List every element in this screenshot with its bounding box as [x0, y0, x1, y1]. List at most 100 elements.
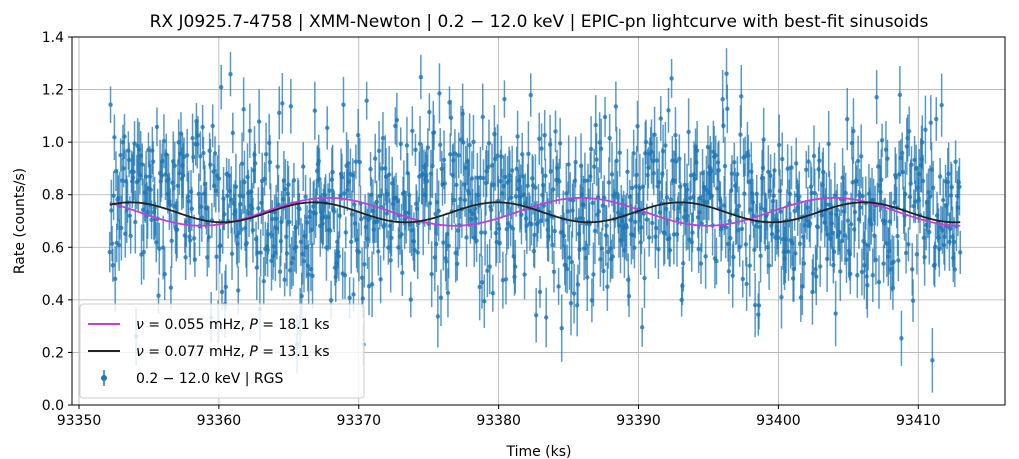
data-point: [544, 287, 549, 348]
data-point: [486, 119, 492, 167]
data-point: [451, 176, 457, 224]
data-point: [341, 76, 346, 133]
data-point: [229, 227, 235, 280]
data-point: [865, 252, 870, 318]
data-point: [903, 232, 909, 274]
data-point: [732, 142, 737, 182]
data-point: [646, 218, 652, 257]
data-point: [666, 87, 671, 133]
data-point: [617, 128, 622, 177]
data-point: [657, 151, 662, 213]
data-point: [703, 223, 708, 289]
data-point: [739, 65, 744, 128]
data-point: [520, 132, 525, 176]
data-point: [438, 269, 444, 327]
data-point: [132, 121, 137, 166]
data-point: [191, 141, 196, 173]
data-point: [339, 153, 345, 201]
legend-marker-data: [101, 370, 107, 386]
data-point: [953, 140, 958, 183]
data-point: [631, 129, 636, 177]
y-tick-label: 0.8: [42, 188, 64, 204]
data-point: [328, 211, 333, 250]
data-point: [412, 228, 417, 273]
data-point: [448, 133, 453, 176]
data-point: [122, 114, 127, 160]
data-point: [291, 162, 297, 198]
x-axis-label: Time (ks): [505, 444, 571, 459]
data-point: [626, 275, 632, 318]
data-point: [206, 206, 212, 268]
data-point: [107, 231, 112, 273]
data-point: [844, 236, 849, 283]
data-point: [445, 268, 451, 318]
data-point: [362, 241, 367, 288]
data-point: [698, 242, 704, 285]
data-point: [497, 223, 502, 264]
data-point: [738, 105, 743, 164]
sinusoid-curves: [109, 196, 961, 227]
data-point: [776, 114, 782, 176]
data-point: [430, 133, 435, 199]
data-point: [513, 239, 518, 294]
data-point: [920, 154, 926, 208]
data-point: [191, 214, 197, 262]
data-point: [667, 233, 673, 267]
data-point: [312, 81, 318, 140]
data-point: [805, 186, 810, 229]
data-point: [743, 222, 749, 267]
data-point: [492, 127, 498, 191]
data-point: [895, 216, 900, 257]
data-point: [133, 190, 138, 254]
data-point: [519, 184, 524, 245]
data-point: [557, 117, 563, 169]
data-point: [870, 248, 875, 303]
data-points: [107, 48, 963, 393]
data-point: [855, 135, 861, 187]
data-point: [336, 231, 342, 281]
data-point: [758, 229, 763, 283]
data-point: [566, 135, 571, 194]
y-axis-label: Rate (counts/s): [12, 168, 28, 274]
data-point: [812, 168, 817, 218]
data-point: [906, 106, 912, 157]
data-point: [233, 153, 239, 220]
data-point: [957, 158, 962, 216]
data-point: [301, 229, 307, 293]
x-tick-label: 93380: [476, 413, 521, 429]
data-point: [183, 234, 188, 281]
data-point: [602, 175, 607, 221]
data-point: [162, 248, 167, 301]
data-point: [553, 110, 558, 153]
data-point: [946, 142, 951, 205]
data-point: [548, 137, 554, 205]
y-tick-label: 1.4: [42, 30, 64, 46]
data-point: [143, 150, 149, 203]
data-point: [653, 206, 659, 250]
data-point: [937, 158, 943, 196]
data-point: [471, 114, 476, 169]
data-point: [686, 98, 691, 166]
data-point: [801, 238, 807, 289]
data-point: [811, 125, 817, 187]
data-point: [121, 149, 126, 188]
data-point: [607, 113, 612, 163]
data-point: [713, 135, 718, 176]
data-point: [778, 179, 783, 245]
data-point: [380, 112, 386, 165]
data-point: [858, 124, 864, 189]
data-point: [556, 268, 561, 305]
data-point: [477, 253, 482, 321]
data-point: [551, 250, 557, 293]
data-point: [186, 170, 191, 233]
data-point: [722, 136, 728, 196]
data-point: [817, 246, 823, 287]
data-point: [394, 92, 400, 148]
data-point: [780, 132, 785, 186]
legend-label-2: ν = 0.077 mHz, P = 13.1 ks: [136, 344, 330, 360]
data-point: [933, 223, 938, 270]
data-point: [668, 180, 674, 219]
data-point: [386, 146, 392, 204]
data-point: [539, 123, 544, 174]
data-point: [552, 214, 557, 248]
